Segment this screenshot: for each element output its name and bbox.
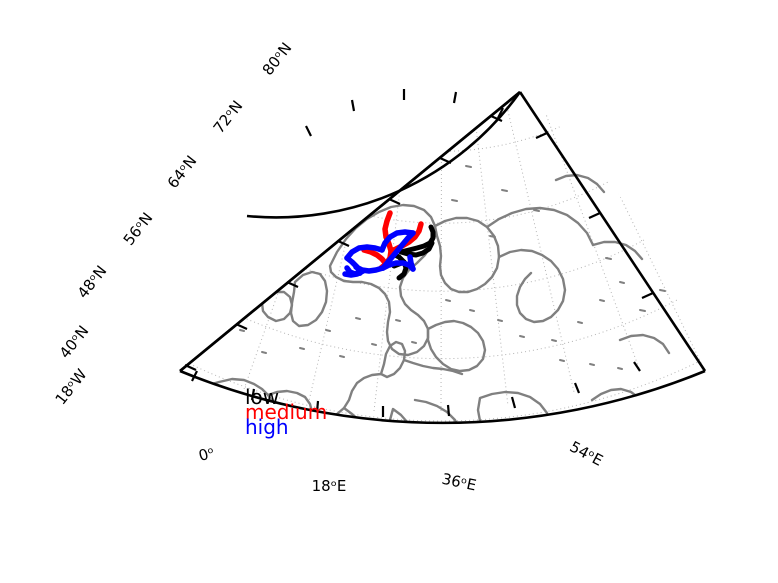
tick-bottom-arc <box>191 361 641 417</box>
frame-right-edge-line <box>518 91 707 372</box>
legend-item-high: high <box>245 415 289 439</box>
legend-item-low: low <box>245 385 279 409</box>
tick-right-edge <box>535 131 654 300</box>
legend-item-medium: medium <box>245 400 327 424</box>
tick-left-edge <box>184 114 503 372</box>
frame-top-arc <box>246 91 522 219</box>
tick-top-arc <box>305 89 504 137</box>
tick-marks <box>184 89 654 417</box>
lon-label-2: 18ᵒE <box>312 477 347 495</box>
lon-label-1: 0ᵒ <box>197 443 217 465</box>
frame-bottom-arc <box>179 369 706 425</box>
trajectory-high <box>342 229 416 278</box>
